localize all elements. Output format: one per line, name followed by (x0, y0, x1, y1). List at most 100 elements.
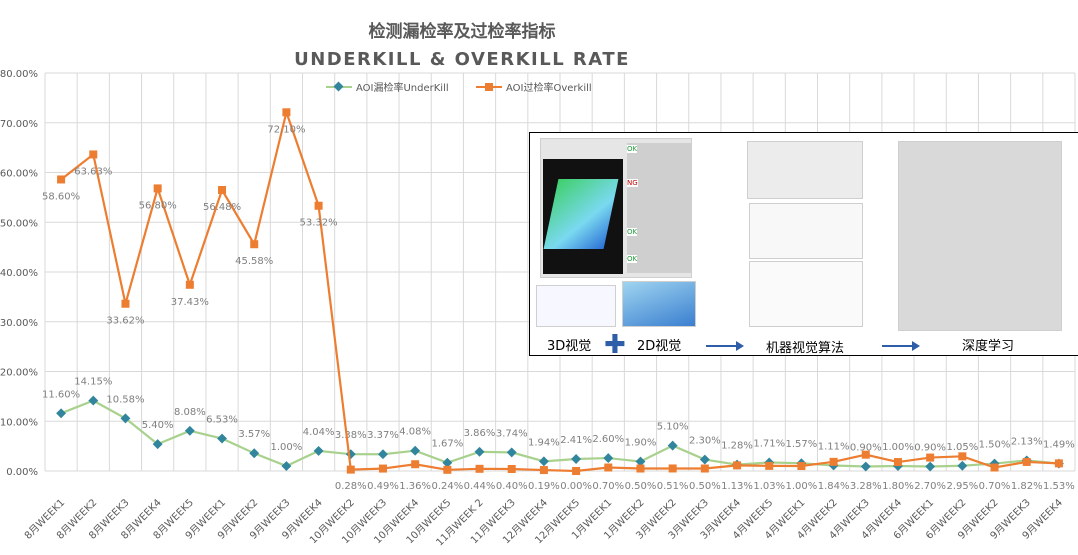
algorithm-image-1 (747, 141, 863, 199)
overkill-point (185, 280, 194, 289)
overkill-data-label: 1.53% (1043, 481, 1075, 492)
underkill-point (184, 425, 195, 436)
overkill-point (250, 240, 259, 249)
underkill-data-label: 1.67% (431, 439, 463, 450)
overkill-point (733, 461, 742, 470)
underkill-data-label: 4.04% (303, 427, 335, 438)
overkill-point (539, 466, 548, 475)
3d-vision-image: OK NG OK OK (540, 138, 692, 278)
underkill-data-label: 1.11% (818, 441, 850, 452)
overkill-point (861, 450, 870, 459)
overkill-line (60, 108, 1059, 473)
x-axis-ticks: 8月WEEK18月WEEK28月WEEK38月WEEK48月WEEK59月WEE… (22, 497, 1065, 549)
y-tick-label: 70.00% (0, 119, 38, 130)
overkill-point (572, 467, 581, 475)
inspection-method-inset: OK NG OK OK 3D视觉 ✚ 2D视觉 机器视觉算法 深度学习 (529, 132, 1078, 360)
overkill-data-label: 53.32% (300, 218, 338, 229)
overkill-data-label: 0.70% (592, 481, 624, 492)
status-tag-ok: OK (627, 145, 638, 153)
underkill-point (699, 454, 710, 465)
overkill-point (57, 175, 66, 184)
underkill-point (667, 440, 678, 451)
underkill-data-label: 1.00% (882, 442, 914, 453)
underkill-data-label: 10.58% (106, 394, 144, 405)
overkill-data-label: 45.58% (235, 256, 273, 267)
overkill-data-label: 33.62% (106, 316, 144, 327)
underkill-point (603, 453, 614, 464)
underkill-data-label: 5.40% (142, 420, 174, 431)
underkill-data-label: 11.60% (42, 389, 80, 400)
underkill-data-label: 1.50% (979, 440, 1011, 451)
underkill-data-label: 6.53% (206, 415, 238, 426)
underkill-data-label: 3.57% (238, 429, 270, 440)
arrow-right-icon (882, 341, 920, 351)
overkill-data-label: 0.50% (625, 481, 657, 492)
underkill-data-label: 0.90% (914, 443, 946, 454)
overkill-point (926, 453, 935, 462)
3d-scatter-image (536, 285, 616, 327)
overkill-data-label: 0.24% (431, 481, 463, 492)
underkill-data-label: 1.05% (946, 442, 978, 453)
underkill-data-label: 2.41% (560, 435, 592, 446)
overkill-data-label: 1.00% (786, 481, 818, 492)
y-tick-label: 10.00% (0, 417, 38, 428)
caption-machine-vision-algorithm: 机器视觉算法 (766, 341, 845, 356)
underkill-data-label: 8.08% (174, 407, 206, 418)
y-axis-ticks: 0.00% 10.00% 20.00% 30.00% 40.00% 50.00% 60.00… (0, 69, 38, 478)
overkill-point (346, 465, 355, 474)
overkill-data-label: 0.49% (367, 481, 399, 492)
status-tag-ng: NG (627, 179, 638, 187)
chart-title: 检测漏检率及过检率指标 (369, 21, 556, 42)
underkill-point (217, 433, 227, 444)
overkill-point (765, 461, 774, 470)
underkill-point (957, 460, 968, 471)
overkill-data-label: 1.80% (882, 481, 914, 492)
caption-deep-learning: 深度学习 (962, 339, 1015, 354)
y-tick-label: 40.00% (0, 268, 38, 279)
y-tick-label: 80.00% (0, 69, 38, 80)
caption-2d-vision: 2D视觉 (637, 339, 682, 354)
overkill-point (282, 108, 291, 117)
underkill-data-label: 2.30% (689, 436, 721, 447)
underkill-point (635, 456, 646, 467)
overkill-point (700, 464, 709, 473)
underkill-data-label: 1.90% (625, 438, 657, 449)
overkill-point (314, 201, 323, 210)
underkill-point (281, 461, 292, 471)
overkill-point (958, 452, 967, 461)
underkill-data-label: 1.94% (528, 437, 560, 448)
underkill-point (860, 461, 871, 472)
overkill-data-label: 0.00% (560, 481, 592, 492)
overkill-data-label: 2.70% (914, 481, 946, 492)
underkill-point (378, 449, 388, 460)
plus-icon: ✚ (604, 330, 626, 360)
underkill-data-label: 1.57% (786, 439, 818, 450)
underkill-data-label: 3.74% (496, 428, 528, 439)
y-tick-label: 0.00% (6, 467, 38, 478)
algorithm-tree-image (749, 261, 863, 327)
underkill-data-label: 3.86% (464, 428, 496, 439)
underkill-data-label: 1.00% (271, 442, 303, 453)
y-tick-label: 60.00% (0, 169, 38, 180)
underkill-point (313, 445, 324, 456)
y-tick-label: 30.00% (0, 318, 38, 329)
overkill-data-label: 1.84% (818, 481, 850, 492)
underkill-point (88, 395, 99, 406)
overkill-data-label: 1.82% (1011, 481, 1043, 492)
underkill-point (249, 448, 260, 459)
underkill-point (152, 439, 163, 450)
underkill-data-label: 14.15% (74, 377, 112, 388)
overkill-data-label: 3.28% (850, 481, 882, 492)
legend-underkill-label: AOI漏检率UnderKill (356, 81, 449, 94)
overkill-data-label: 0.19% (528, 481, 560, 492)
underkill-point (506, 447, 517, 458)
overkill-data-label: 0.40% (496, 481, 528, 492)
overkill-point (411, 460, 420, 469)
overkill-data-label: 72.10% (267, 124, 305, 135)
y-tick-label: 20.00% (0, 368, 38, 379)
overkill-data-label: 1.03% (753, 481, 785, 492)
underkill-data-label: 3.37% (367, 430, 399, 441)
underkill-data-label: 2.60% (592, 434, 624, 445)
overkill-point (604, 463, 613, 472)
